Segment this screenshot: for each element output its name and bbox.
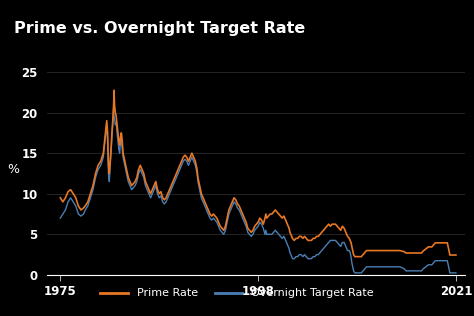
Y-axis label: %: % <box>7 163 19 176</box>
Legend: Prime Rate, Overnight Target Rate: Prime Rate, Overnight Target Rate <box>96 284 378 303</box>
Text: Prime vs. Overnight Target Rate: Prime vs. Overnight Target Rate <box>14 21 305 36</box>
